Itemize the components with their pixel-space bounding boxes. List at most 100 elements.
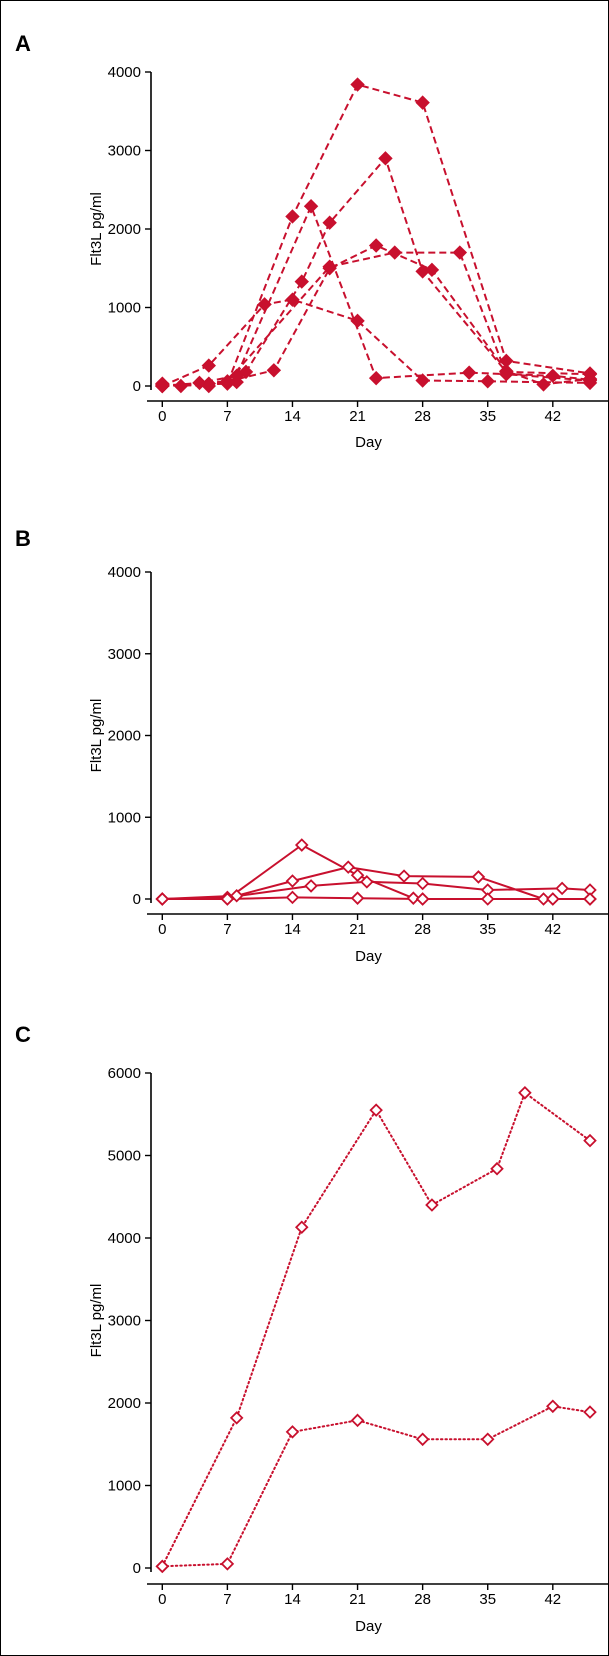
x-tick-label-c: 7 <box>223 1591 231 1608</box>
x-tick-label-b: 14 <box>284 921 301 938</box>
y-tick-label-a: 0 <box>133 378 141 395</box>
data-point-a-1 <box>378 151 393 166</box>
data-point-a-6 <box>499 367 514 382</box>
data-point-b-2 <box>471 870 486 884</box>
y-tick-label-b: 1000 <box>108 809 141 826</box>
data-point-a-4 <box>480 374 495 389</box>
x-tick-label-a: 42 <box>544 408 561 425</box>
data-point-a-3 <box>368 370 384 386</box>
x-tick-label-b: 42 <box>544 921 561 938</box>
data-point-b-4 <box>583 892 597 906</box>
data-point-b-1 <box>406 891 421 905</box>
data-point-a-1 <box>322 215 337 230</box>
series-line-c-1 <box>161 1091 591 1568</box>
data-point-a-4 <box>285 292 300 307</box>
data-point-a-2 <box>285 209 300 224</box>
data-point-b-2 <box>229 888 244 903</box>
x-tick-label-b: 28 <box>414 921 431 938</box>
data-point-c-2 <box>220 1557 235 1571</box>
data-point-b-1 <box>350 868 365 883</box>
y-tick-label-a: 1000 <box>108 300 141 317</box>
y-tick-label-c: 4000 <box>108 1230 141 1247</box>
data-point-a-5 <box>266 363 282 378</box>
y-tick-label-c: 1000 <box>108 1478 141 1495</box>
y-tick-label-a: 2000 <box>108 221 141 238</box>
data-point-a-1 <box>294 274 309 289</box>
y-tick-label-a: 4000 <box>108 64 141 81</box>
x-tick-label-b: 35 <box>479 921 496 938</box>
data-point-a-2 <box>350 77 365 92</box>
data-point-a-4 <box>415 373 430 388</box>
data-point-a-6 <box>582 373 598 388</box>
y-tick-label-a: 3000 <box>108 143 141 160</box>
data-point-a-5 <box>368 238 384 253</box>
data-point-c-1 <box>490 1161 504 1176</box>
data-point-b-3 <box>360 875 374 889</box>
x-tick-label-c: 21 <box>349 1591 366 1608</box>
y-tick-label-b: 4000 <box>108 564 141 581</box>
x-tick-label-c: 42 <box>544 1591 561 1608</box>
y-axis-title-b: Flt3L pg/ml <box>88 699 105 773</box>
x-tick-label-a: 28 <box>414 408 431 425</box>
data-point-a-3 <box>303 199 319 214</box>
series-line-b-2 <box>162 866 590 900</box>
x-tick-label-a: 0 <box>158 408 166 425</box>
x-tick-label-b: 7 <box>223 921 231 938</box>
data-point-a-3 <box>545 368 561 384</box>
data-point-a-5 <box>424 262 440 278</box>
panel-letter-a: A <box>15 31 31 56</box>
x-tick-label-c: 14 <box>284 1591 301 1608</box>
data-point-c-2 <box>155 1559 170 1574</box>
data-point-a-6 <box>387 245 402 260</box>
data-point-b-3 <box>304 879 318 893</box>
series-line-c-2 <box>161 1405 591 1568</box>
data-point-b-1 <box>294 838 309 852</box>
y-axis-title-c: Flt3L pg/ml <box>88 1284 105 1358</box>
data-point-b-4 <box>350 891 365 905</box>
series-line-a-3 <box>162 205 591 387</box>
data-point-b-4 <box>415 892 430 906</box>
data-point-c-2 <box>480 1432 495 1447</box>
data-point-c-2 <box>546 1399 560 1414</box>
data-point-c-1 <box>518 1086 532 1100</box>
data-point-c-2 <box>350 1413 365 1428</box>
data-point-b-4 <box>285 890 300 905</box>
data-point-c-2 <box>583 1405 597 1419</box>
data-point-b-4 <box>480 892 495 906</box>
data-point-c-1 <box>583 1133 597 1148</box>
data-point-b-2 <box>341 860 356 874</box>
y-tick-label-b: 3000 <box>108 646 141 663</box>
data-point-a-6 <box>322 259 337 274</box>
y-tick-label-c: 6000 <box>108 1065 141 1082</box>
data-point-c-2 <box>415 1432 430 1447</box>
x-tick-label-a: 14 <box>284 408 301 425</box>
x-tick-label-c: 28 <box>414 1591 431 1608</box>
panel-letter-b: B <box>15 526 31 551</box>
x-tick-label-c: 0 <box>158 1591 166 1608</box>
data-point-b-2 <box>285 874 300 888</box>
x-tick-label-a: 35 <box>479 408 496 425</box>
data-point-b-2 <box>397 869 411 883</box>
x-tick-label-a: 21 <box>349 408 366 425</box>
y-tick-label-b: 0 <box>133 891 141 908</box>
y-tick-label-c: 2000 <box>108 1395 141 1412</box>
y-tick-label-c: 5000 <box>108 1148 141 1165</box>
panel-letter-c: C <box>15 1022 31 1047</box>
x-tick-label-b: 21 <box>349 921 366 938</box>
data-point-a-4 <box>350 313 365 329</box>
y-tick-label-c: 3000 <box>108 1313 141 1330</box>
data-point-c-1 <box>369 1103 383 1117</box>
data-point-b-3 <box>415 876 430 891</box>
y-axis-title-a: Flt3L pg/ml <box>88 192 105 266</box>
data-point-b-4 <box>220 892 235 906</box>
data-point-b-4 <box>546 892 560 906</box>
data-point-a-5 <box>201 378 216 394</box>
y-tick-label-b: 2000 <box>108 728 141 745</box>
y-tick-label-c: 0 <box>133 1560 141 1577</box>
x-tick-label-b: 0 <box>158 921 166 938</box>
x-axis-title-a: Day <box>355 434 382 451</box>
x-axis-title-c: Day <box>355 1618 382 1635</box>
